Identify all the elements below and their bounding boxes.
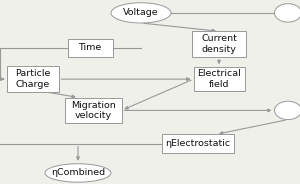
- Ellipse shape: [45, 164, 111, 182]
- Ellipse shape: [274, 4, 300, 22]
- Text: Time: Time: [78, 43, 102, 52]
- FancyBboxPatch shape: [64, 98, 122, 123]
- FancyBboxPatch shape: [8, 66, 59, 92]
- Text: ηElectrostatic: ηElectrostatic: [165, 139, 231, 148]
- Ellipse shape: [111, 3, 171, 23]
- FancyBboxPatch shape: [68, 39, 112, 57]
- FancyBboxPatch shape: [192, 31, 246, 57]
- Text: ηCombined: ηCombined: [51, 169, 105, 177]
- Text: Current
density: Current density: [201, 34, 237, 54]
- Text: Migration
velocity: Migration velocity: [70, 101, 116, 120]
- Ellipse shape: [274, 101, 300, 120]
- FancyBboxPatch shape: [162, 134, 234, 153]
- Text: Particle
Charge: Particle Charge: [15, 69, 51, 89]
- FancyBboxPatch shape: [194, 67, 244, 91]
- Text: Electrical
field: Electrical field: [197, 69, 241, 89]
- Text: Voltage: Voltage: [123, 8, 159, 17]
